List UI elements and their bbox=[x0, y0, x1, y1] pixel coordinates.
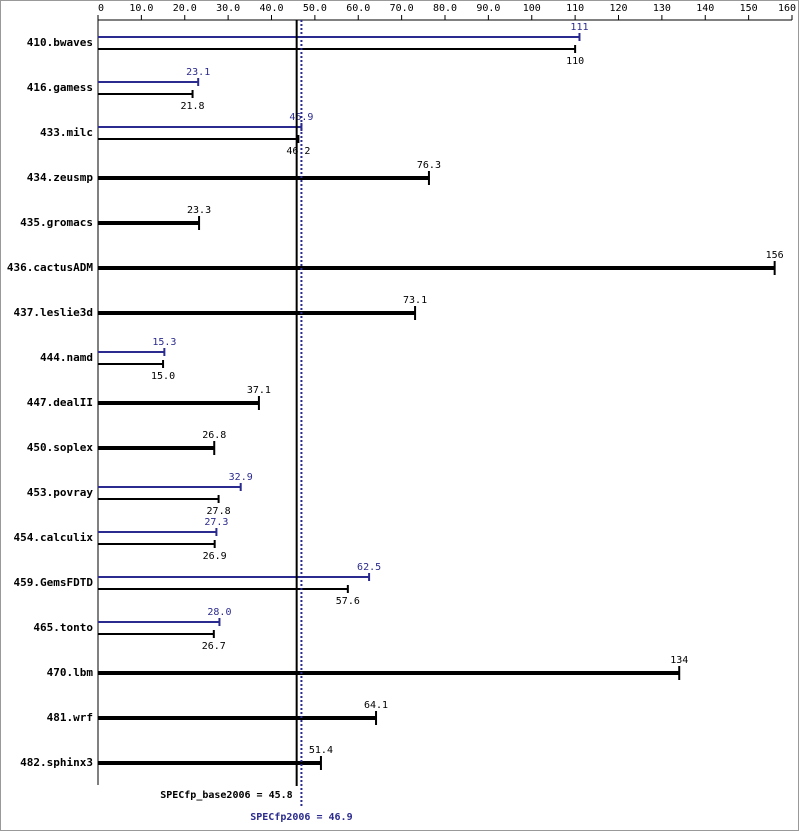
category-label: 434.zeusmp bbox=[27, 171, 94, 184]
category-label: 447.dealII bbox=[27, 396, 93, 409]
category-label: 465.tonto bbox=[33, 621, 93, 634]
value-label: 64.1 bbox=[364, 700, 388, 711]
x-tick-label: 20.0 bbox=[173, 3, 197, 14]
x-tick-label: 60.0 bbox=[346, 3, 370, 14]
value-label: 156 bbox=[766, 250, 784, 261]
value-label: 15.3 bbox=[152, 337, 176, 348]
x-tick-label: 80.0 bbox=[433, 3, 457, 14]
x-tick-label: 140 bbox=[696, 3, 714, 14]
category-label: 433.milc bbox=[40, 126, 93, 139]
value-label: 15.0 bbox=[151, 371, 175, 382]
x-tick-label: 100 bbox=[523, 3, 541, 14]
category-label: 459.GemsFDTD bbox=[14, 576, 94, 589]
value-label: 26.7 bbox=[202, 641, 226, 652]
value-label: 73.1 bbox=[403, 295, 427, 306]
category-label: 482.sphinx3 bbox=[20, 756, 93, 769]
x-tick-label: 160 bbox=[778, 3, 796, 14]
value-label: 62.5 bbox=[357, 562, 381, 573]
x-tick-label: 50.0 bbox=[303, 3, 327, 14]
value-label: 23.1 bbox=[186, 67, 210, 78]
reference-label: SPECfp_base2006 = 45.8 bbox=[160, 790, 292, 801]
x-tick-label: 110 bbox=[566, 3, 584, 14]
category-label: 444.namd bbox=[40, 351, 93, 364]
x-tick-label: 30.0 bbox=[216, 3, 240, 14]
category-label: 416.gamess bbox=[27, 81, 93, 94]
value-label: 28.0 bbox=[207, 607, 231, 618]
value-label: 27.8 bbox=[207, 506, 231, 517]
x-tick-label: 90.0 bbox=[476, 3, 500, 14]
category-label: 481.wrf bbox=[47, 711, 93, 724]
reference-label: SPECfp2006 = 46.9 bbox=[250, 812, 352, 823]
category-label: 435.gromacs bbox=[20, 216, 93, 229]
x-tick-label: 130 bbox=[653, 3, 671, 14]
value-label: 21.8 bbox=[181, 101, 205, 112]
value-label: 26.8 bbox=[202, 430, 226, 441]
category-label: 470.lbm bbox=[47, 666, 94, 679]
category-label: 410.bwaves bbox=[27, 36, 93, 49]
value-label: 46.2 bbox=[286, 146, 310, 157]
category-label: 450.soplex bbox=[27, 441, 94, 454]
x-tick-label: 150 bbox=[740, 3, 758, 14]
category-label: 436.cactusADM bbox=[7, 261, 93, 274]
value-label: 76.3 bbox=[417, 160, 441, 171]
x-tick-label: 120 bbox=[609, 3, 627, 14]
x-tick-label: 0 bbox=[98, 3, 104, 14]
x-tick-label: 10.0 bbox=[129, 3, 153, 14]
value-label: 134 bbox=[670, 655, 688, 666]
value-label: 110 bbox=[566, 56, 584, 67]
value-label: 57.6 bbox=[336, 596, 360, 607]
value-label: 37.1 bbox=[247, 385, 271, 396]
category-label: 453.povray bbox=[27, 486, 94, 499]
x-tick-label: 70.0 bbox=[390, 3, 414, 14]
category-label: 437.leslie3d bbox=[14, 306, 93, 319]
value-label: 111 bbox=[570, 22, 588, 33]
value-label: 23.3 bbox=[187, 205, 211, 216]
value-label: 51.4 bbox=[309, 745, 333, 756]
category-label: 454.calculix bbox=[14, 531, 94, 544]
value-label: 32.9 bbox=[229, 472, 253, 483]
x-tick-label: 40.0 bbox=[259, 3, 283, 14]
value-label: 26.9 bbox=[203, 551, 227, 562]
value-label: 27.3 bbox=[204, 517, 228, 528]
